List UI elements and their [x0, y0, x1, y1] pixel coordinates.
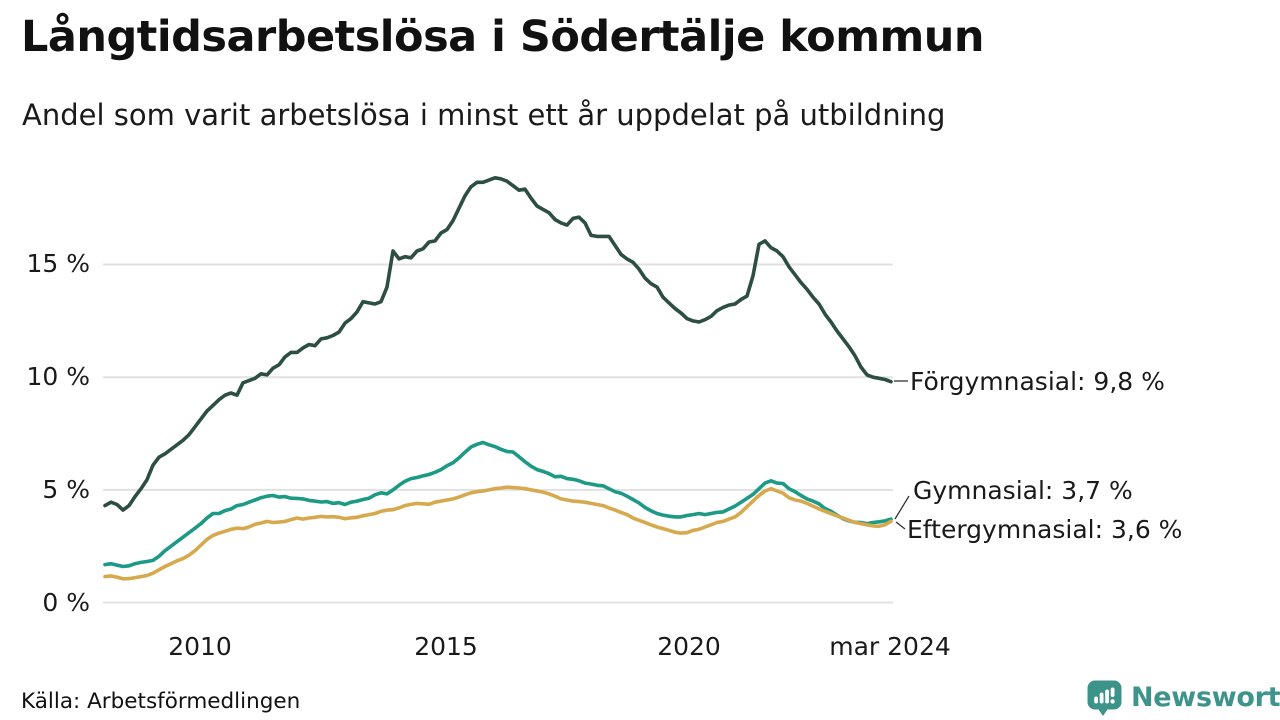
- series-label-gymnasial: Gymnasial: 3,7 %: [913, 476, 1133, 505]
- source-note: Källa: Arbetsförmedlingen: [21, 689, 301, 714]
- x-axis-tick-label: mar 2024: [829, 632, 951, 661]
- newsworthy-wordmark: Newsworthy: [1131, 682, 1280, 713]
- x-axis-tick-label: 2020: [657, 632, 721, 661]
- series-label-forgymnasial: Förgymnasial: 9,8 %: [910, 367, 1165, 396]
- label-leader-line: [895, 521, 906, 530]
- newsworthy-logo-icon: [1086, 679, 1124, 720]
- y-axis-tick-label: 10 %: [26, 362, 90, 391]
- page-subtitle: Andel som varit arbetslösa i minst ett å…: [22, 98, 946, 132]
- series-line-gymnasial: [103, 440, 893, 569]
- y-axis-tick-label: 15 %: [26, 249, 90, 278]
- y-axis-tick-label: 5 %: [42, 475, 90, 504]
- series-line-förgymnasial: [103, 176, 893, 512]
- x-axis-tick-label: 2010: [168, 632, 232, 661]
- x-axis-tick-label: 2015: [414, 632, 478, 661]
- y-axis-tick-label: 0 %: [42, 588, 90, 617]
- label-leader-line: [894, 495, 910, 520]
- series-label-eftergymnasial: Eftergymnasial: 3,6 %: [907, 515, 1183, 544]
- series-line-eftergymnasial: [103, 485, 893, 581]
- newsworthy-branding: Newsworthy: [1086, 679, 1280, 720]
- page-title: Långtidsarbetslösa i Södertälje kommun: [21, 12, 985, 62]
